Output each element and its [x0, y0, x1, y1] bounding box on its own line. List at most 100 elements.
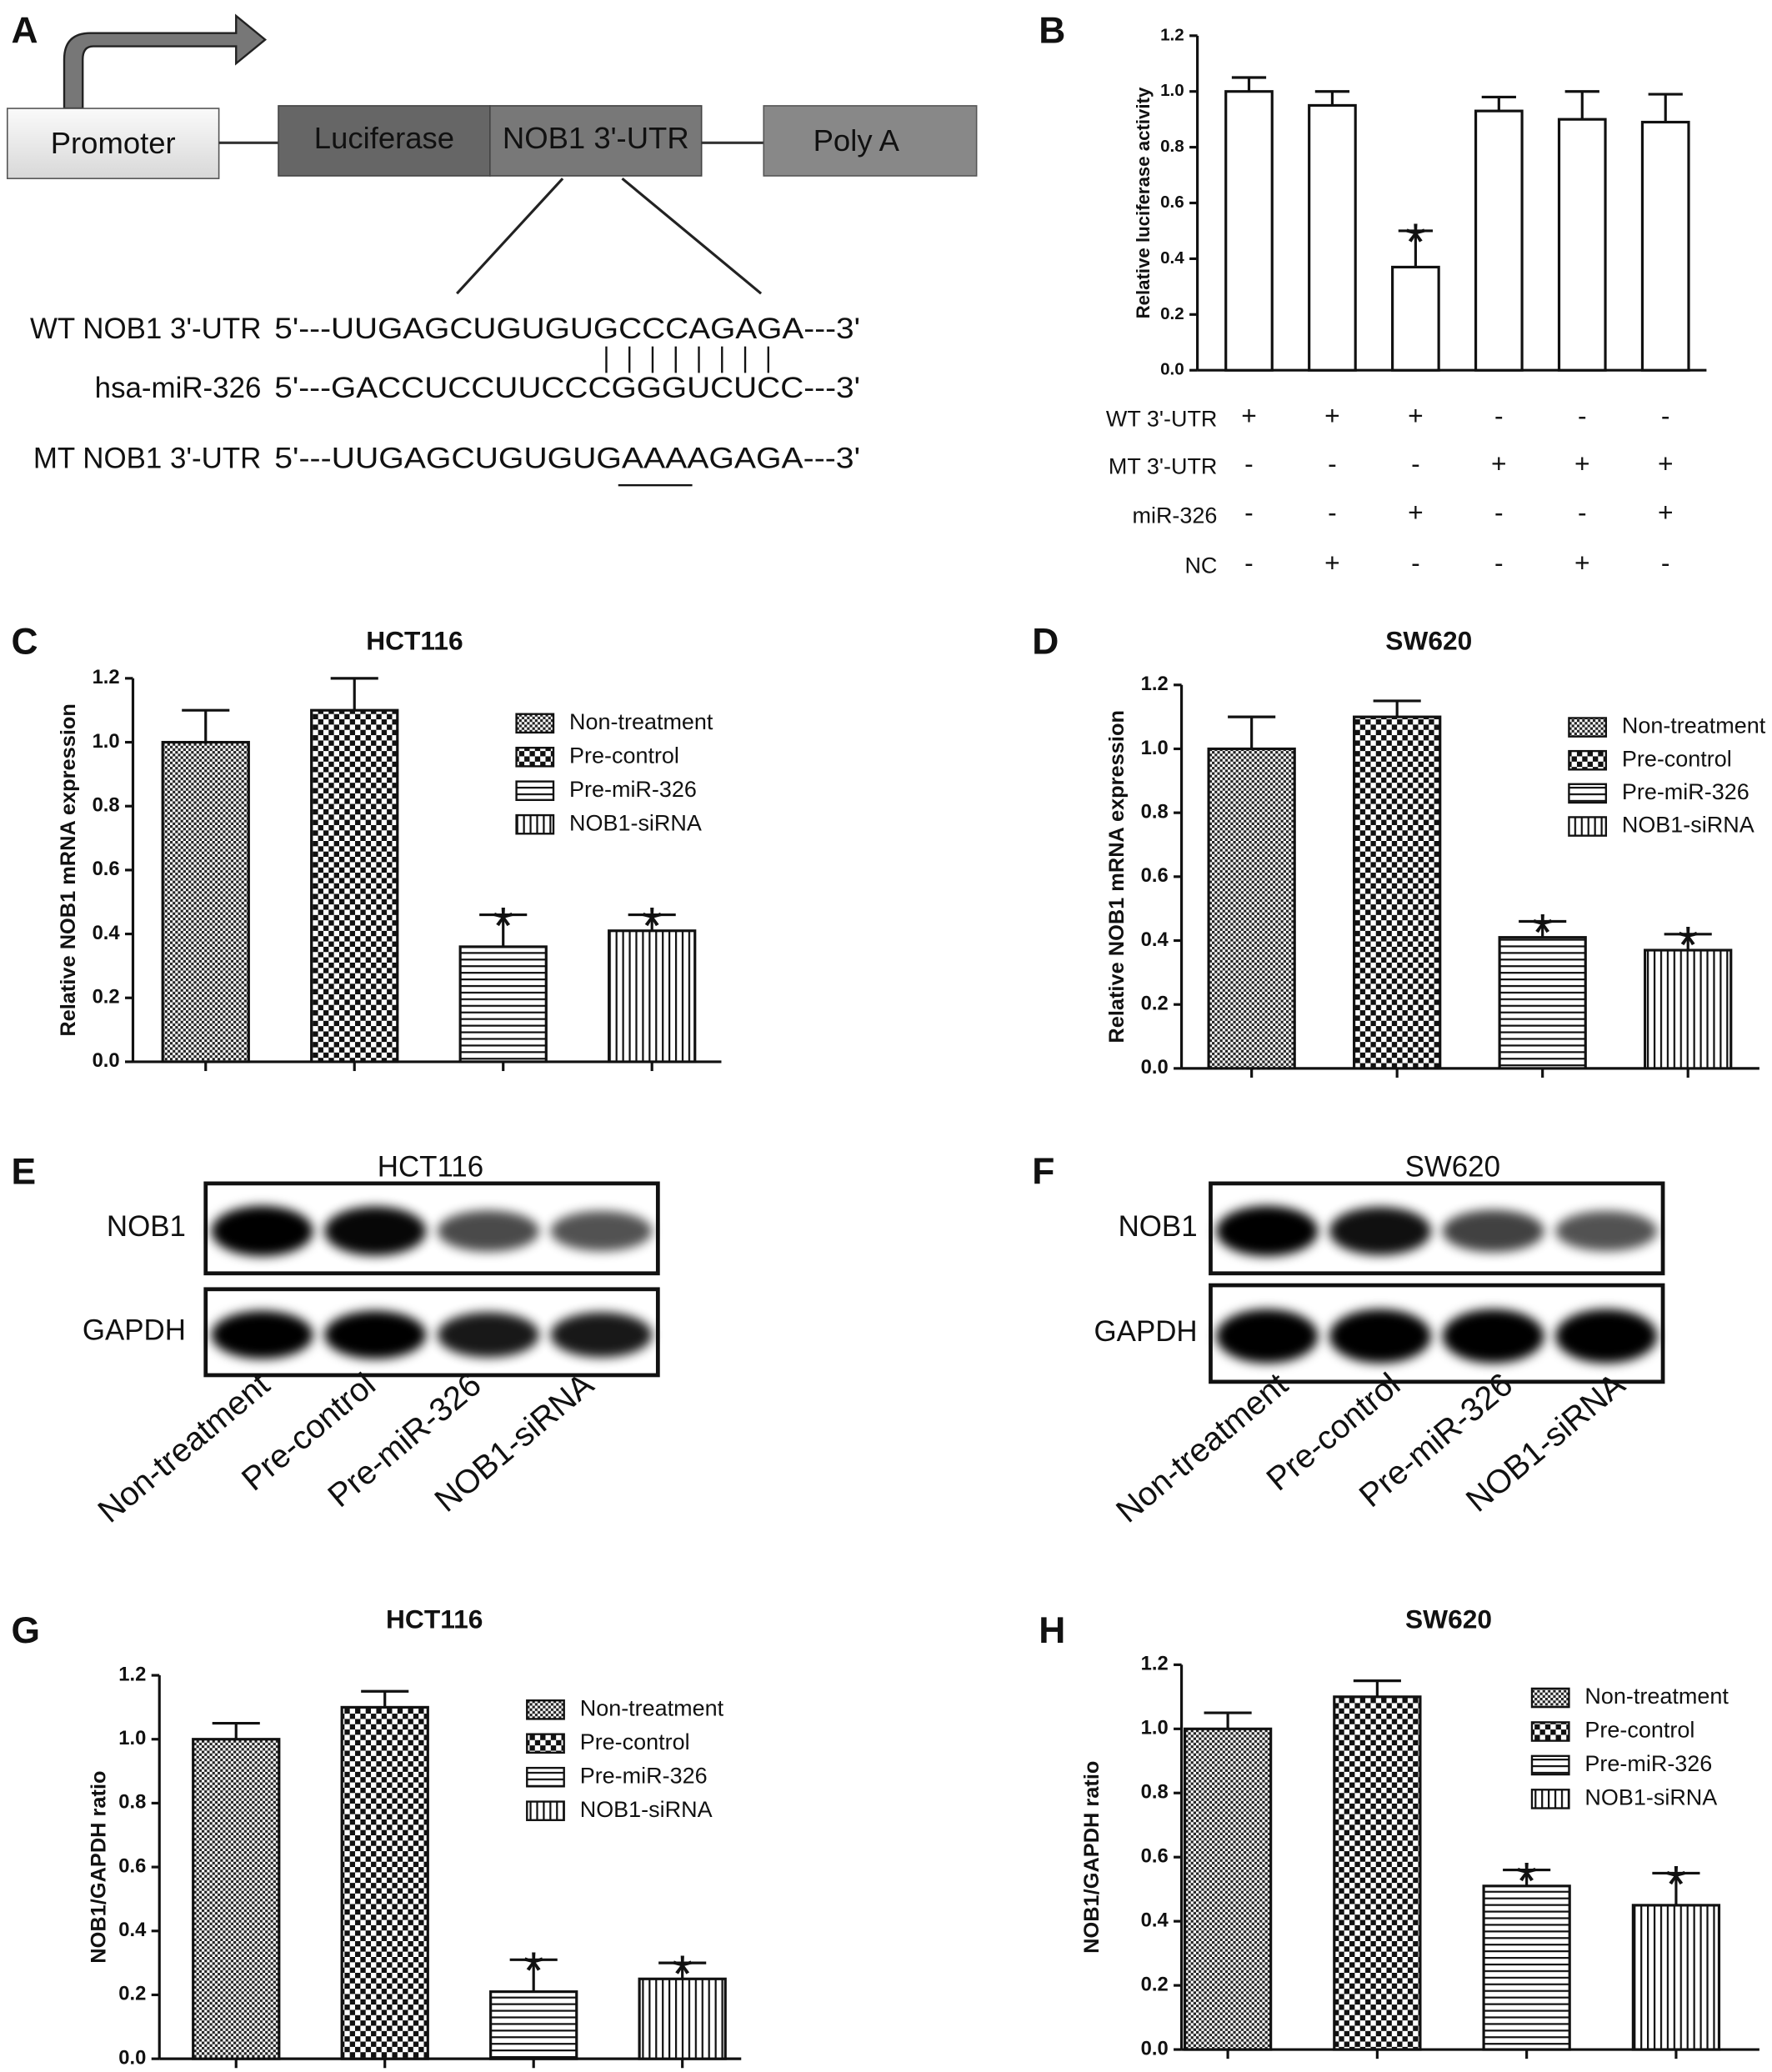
legend-label: NOB1-siRNA — [569, 810, 702, 835]
legend-label: Pre-miR-326 — [1584, 1751, 1712, 1776]
y-tick-label: 0.8 — [118, 1791, 146, 1814]
bar — [1557, 118, 1607, 372]
y-tick-label: 1.2 — [1160, 25, 1184, 44]
condition-sign: - — [1244, 448, 1254, 478]
condition-sign: - — [1494, 498, 1504, 528]
condition-sign: + — [1658, 448, 1674, 478]
legend-swatch — [526, 1733, 565, 1754]
chart-title: SW620 — [1405, 1604, 1492, 1634]
panel-label: B — [1039, 10, 1065, 51]
condition-sign: - — [1494, 401, 1504, 431]
utr-box — [489, 105, 703, 177]
y-tick-label: 1.2 — [118, 1663, 146, 1685]
panel-label: C — [12, 621, 38, 662]
y-tick-label: 0.2 — [118, 1983, 146, 2005]
legend-swatch — [515, 780, 555, 802]
y-tick-label: 0.0 — [1141, 1056, 1169, 1079]
condition-sign: + — [1574, 548, 1590, 578]
y-tick-label: 1.0 — [1160, 81, 1184, 100]
condition-sign: + — [1408, 498, 1424, 528]
zoom-line — [456, 178, 564, 295]
band — [1216, 1205, 1319, 1257]
significance-marker: * — [1666, 1855, 1687, 1914]
bar — [1333, 1695, 1422, 2051]
y-tick-label: 0.4 — [93, 922, 121, 944]
band — [1329, 1207, 1431, 1256]
y-tick-label: 1.0 — [1141, 737, 1169, 759]
y-tick-label: 1.0 — [93, 730, 120, 753]
legend-label: Pre-control — [1584, 1718, 1694, 1743]
condition-label: MT 3'-UTR — [1109, 454, 1218, 479]
band — [324, 1206, 427, 1256]
band — [437, 1210, 539, 1252]
condition-sign: - — [1244, 498, 1254, 528]
condition-sign: + — [1658, 498, 1674, 528]
legend-label: Non-treatment — [569, 709, 713, 734]
luciferase-box — [278, 105, 491, 177]
band — [550, 1312, 653, 1358]
y-axis-label: Relative NOB1 mRNA expression — [57, 703, 80, 1037]
promoter-arrow — [63, 13, 268, 110]
legend-swatch — [515, 713, 555, 734]
y-tick-label: 0.0 — [93, 1049, 120, 1072]
condition-sign: + — [1324, 401, 1340, 431]
y-tick-label: 0.4 — [1141, 928, 1169, 951]
polya-box — [763, 105, 978, 177]
promoter-box — [6, 108, 220, 179]
legend-swatch — [1530, 1754, 1570, 1776]
sequence-label: MT NOB1 3'-UTR — [33, 442, 262, 474]
bar — [1353, 715, 1442, 1070]
bar — [1640, 120, 1690, 372]
condition-label: NC — [1184, 553, 1217, 578]
y-axis-label: NOB1/GAPDH ratio — [1080, 1761, 1104, 1954]
condition-label: WT 3'-UTR — [1106, 407, 1218, 432]
significance-marker: * — [1516, 1852, 1537, 1910]
legend-label: Pre-control — [580, 1729, 690, 1754]
bar — [489, 1990, 578, 2060]
condition-sign: - — [1661, 401, 1670, 431]
significance-marker: * — [493, 897, 513, 955]
legend-label: Non-treatment — [580, 1695, 724, 1720]
y-tick-label: 0.0 — [118, 2046, 146, 2069]
significance-marker: * — [1405, 213, 1426, 272]
significance-marker: * — [1678, 917, 1699, 975]
condition-sign: + — [1241, 401, 1257, 431]
condition-label: miR-326 — [1132, 503, 1217, 528]
condition-sign: - — [1494, 548, 1504, 578]
legend-swatch — [1568, 717, 1608, 738]
legend-swatch — [515, 813, 555, 835]
y-axis-label: NOB1/GAPDH ratio — [88, 1770, 111, 1963]
lane-label: Non-treatment — [1109, 1366, 1294, 1530]
condition-sign: - — [1578, 498, 1587, 528]
y-tick-label: 0.4 — [118, 1919, 147, 1941]
bar — [310, 708, 399, 1064]
condition-sign: - — [1328, 498, 1337, 528]
sequence: 5'---UUGAGCUGUGUGCCCAGAGA---3' — [274, 313, 860, 345]
y-tick-label: 1.0 — [1141, 1717, 1169, 1739]
chart-title: SW620 — [1385, 625, 1472, 655]
panel-label: A — [12, 10, 38, 51]
y-tick-label: 0.4 — [1160, 248, 1184, 268]
legend-label: Pre-miR-326 — [580, 1763, 708, 1788]
sequence-label: WT NOB1 3'-UTR — [30, 313, 261, 345]
significance-marker: * — [1532, 903, 1553, 962]
condition-sign: - — [1244, 548, 1254, 578]
band — [1442, 1309, 1544, 1364]
bar — [340, 1705, 429, 2060]
band — [550, 1210, 653, 1252]
construct-label: Promoter — [51, 126, 176, 160]
condition-sign: - — [1328, 448, 1337, 478]
condition-sign: - — [1578, 401, 1587, 431]
condition-sign: - — [1661, 548, 1670, 578]
y-tick-label: 0.8 — [93, 793, 120, 816]
condition-sign: - — [1411, 548, 1420, 578]
y-tick-label: 0.2 — [1160, 304, 1184, 323]
legend-swatch — [1530, 1789, 1570, 1809]
y-tick-label: 1.2 — [1141, 1653, 1169, 1675]
y-tick-label: 0.6 — [118, 1854, 146, 1877]
bar — [161, 740, 250, 1064]
condition-sign: + — [1574, 448, 1590, 478]
legend-swatch — [1568, 783, 1608, 804]
legend-swatch — [526, 1800, 565, 1821]
